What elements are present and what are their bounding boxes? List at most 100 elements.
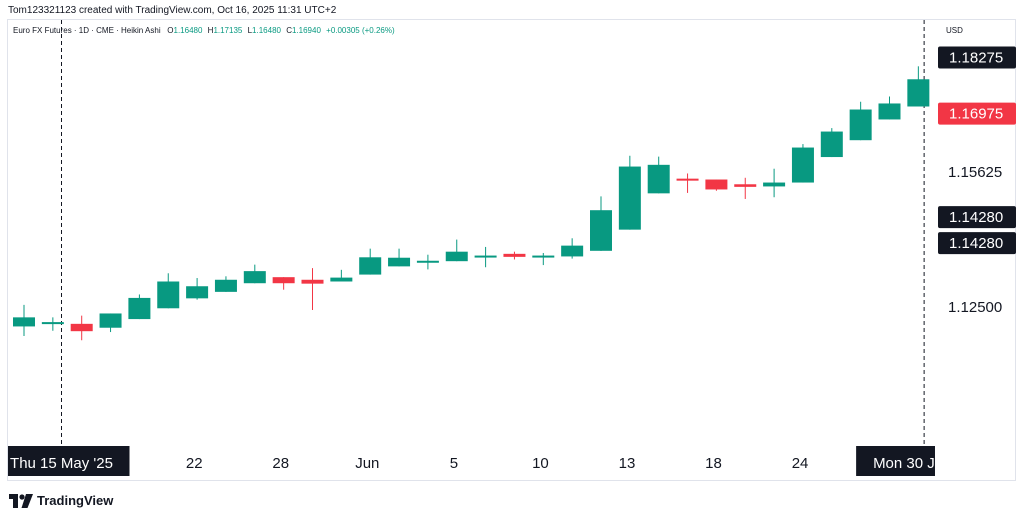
- chart-legend: Euro FX Futures · 1D · CME · Heikin Ashi…: [13, 26, 398, 35]
- currency-label: USD: [946, 26, 963, 35]
- candle: [647, 156, 670, 194]
- candle: [70, 315, 93, 341]
- candle-body: [272, 277, 295, 284]
- legend-high-value: 1.17135: [213, 26, 243, 35]
- legend-close-value: 1.16940: [291, 26, 321, 35]
- candle-body: [214, 279, 237, 292]
- candle: [849, 101, 872, 141]
- time-label-text: Thu 15 May '25: [10, 455, 113, 472]
- x-tick-label: 28: [272, 455, 289, 472]
- candle: [878, 96, 901, 120]
- crosshair-end-label: Mon 30 Jun '25: [856, 446, 975, 476]
- candle-body: [503, 253, 526, 257]
- candle-body: [41, 322, 64, 325]
- price-label: 1.18275: [938, 46, 1016, 69]
- candle: [907, 66, 930, 107]
- time-label-text: Mon 30 Jun '25: [873, 455, 975, 472]
- price-label-bg: [938, 102, 1016, 125]
- tradingview-logo-icon: [9, 493, 33, 508]
- candle-body: [820, 131, 843, 158]
- candle-body: [474, 255, 497, 258]
- x-tick-label: 24: [792, 455, 809, 472]
- x-axis: 2228Jun51013182430: [186, 455, 895, 472]
- candle: [301, 268, 324, 311]
- price-label-text: 1.14280: [949, 209, 1003, 226]
- time-label-bg: [856, 446, 935, 476]
- brand-name: TradingView: [37, 493, 114, 508]
- candle: [13, 304, 35, 336]
- x-tick-label: 10: [532, 455, 549, 472]
- candle-body: [763, 182, 786, 187]
- price-label: 1.16975: [938, 102, 1016, 125]
- legend-open-label: O: [167, 26, 174, 35]
- legend-low-value: 1.16480: [252, 26, 281, 35]
- candle: [388, 248, 411, 267]
- time-label-bg: [8, 446, 130, 476]
- candle-body: [70, 323, 93, 332]
- candle-body: [705, 179, 728, 190]
- candle-body: [676, 178, 699, 181]
- legend-low-label: L: [247, 26, 253, 35]
- candle: [128, 294, 151, 320]
- x-tick-label: 22: [186, 455, 203, 472]
- candle: [214, 276, 237, 292]
- candle: [445, 239, 468, 262]
- chart-credit: Tom123321123 created with TradingView.co…: [8, 5, 337, 16]
- candle: [272, 277, 295, 290]
- y-tick-label: 1.12500: [948, 299, 1002, 316]
- crosshair-lines: [61, 20, 925, 446]
- legend-high-label: H: [207, 26, 214, 35]
- candle-body: [301, 279, 324, 284]
- candle-body: [791, 147, 814, 183]
- candle-body: [734, 184, 757, 187]
- candle: [820, 128, 843, 158]
- candle: [41, 317, 64, 331]
- candle: [503, 251, 526, 260]
- candle-body: [907, 79, 930, 107]
- price-label: 1.14280: [938, 232, 1016, 255]
- candle: [359, 248, 382, 275]
- candle-body: [186, 286, 209, 299]
- time-labels: Thu 15 May '25 Mon 30 Jun '25: [8, 446, 975, 476]
- y-tick-label: 1.15625: [948, 164, 1002, 181]
- candle-body: [849, 109, 872, 141]
- candle: [590, 196, 612, 251]
- crosshair-start-label: Thu 15 May '25: [8, 446, 130, 476]
- candle-body: [878, 103, 901, 120]
- candle: [532, 252, 555, 266]
- candle-body: [647, 164, 670, 194]
- x-tick-label: 5: [450, 455, 458, 472]
- candle-body: [561, 245, 584, 257]
- candle-body: [13, 317, 35, 327]
- candle-body: [330, 277, 353, 282]
- candle-body: [243, 271, 266, 284]
- candle-body: [157, 281, 180, 309]
- legend-close-label: C: [286, 26, 292, 35]
- candle: [763, 168, 786, 198]
- candle: [157, 273, 180, 309]
- x-tick-label: 13: [619, 455, 636, 472]
- price-labels: 1.18275 1.16975 1.14280 1.14280: [938, 46, 1016, 255]
- candle: [618, 155, 641, 230]
- candle: [186, 278, 209, 300]
- candle-body: [445, 251, 468, 262]
- candle: [243, 264, 266, 284]
- x-tick-label: Jun: [355, 455, 379, 472]
- tradingview-brand[interactable]: TradingView: [9, 493, 113, 508]
- candle-body: [128, 297, 151, 320]
- candle-body: [618, 166, 641, 230]
- candle-body: [359, 257, 382, 275]
- candle: [474, 246, 497, 268]
- x-tick-label: 18: [705, 455, 722, 472]
- price-label-bg: [938, 206, 1016, 229]
- candle: [561, 238, 584, 259]
- candle-body: [388, 257, 411, 267]
- candle: [705, 179, 728, 191]
- candle-body: [416, 260, 439, 263]
- candle: [676, 173, 699, 193]
- candle: [791, 144, 814, 183]
- candle-body: [590, 210, 612, 251]
- candle: [734, 177, 757, 199]
- candle: [330, 269, 353, 282]
